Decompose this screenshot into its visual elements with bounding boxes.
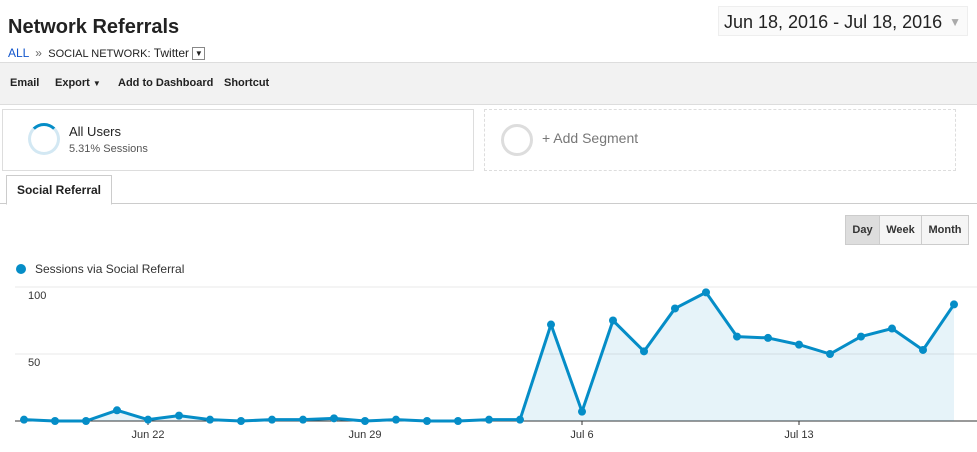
- y-tick-label: 100: [28, 290, 46, 302]
- breadcrumb: ALL » SOCIAL NETWORK: Twitter ▼: [8, 46, 206, 61]
- point: [702, 288, 710, 297]
- toolbar-email[interactable]: Email: [10, 77, 40, 89]
- point: [609, 316, 617, 325]
- legend-label: Sessions via Social Referral: [35, 262, 184, 276]
- add-segment-text: + Add Segment: [542, 130, 639, 146]
- granularity-day[interactable]: Day: [845, 215, 880, 245]
- point: [206, 415, 214, 424]
- toolbar-export-text: Export: [55, 77, 90, 89]
- point: [888, 324, 896, 333]
- point: [299, 415, 307, 424]
- crumb-value: Twitter: [153, 46, 190, 60]
- point: [454, 417, 462, 425]
- toolbar-export[interactable]: Export ▼: [55, 77, 101, 89]
- tab-rule: [0, 203, 977, 204]
- x-tick-label: Jul 13: [784, 429, 813, 441]
- point: [144, 415, 152, 424]
- point: [423, 417, 431, 425]
- point: [485, 415, 493, 424]
- point: [764, 333, 772, 342]
- crumb-dropdown[interactable]: ▼: [192, 47, 206, 61]
- page-title: Network Referrals: [8, 16, 180, 38]
- granularity-week[interactable]: Week: [879, 215, 922, 245]
- point: [82, 417, 90, 425]
- segment-detail: 5.31% Sessions: [69, 143, 148, 155]
- point: [950, 300, 958, 309]
- point: [547, 320, 555, 329]
- tab[interactable]: Social Referral: [6, 175, 112, 205]
- point: [175, 411, 183, 420]
- point: [113, 406, 121, 415]
- add-segment[interactable]: + Add Segment: [484, 109, 956, 171]
- point: [268, 415, 276, 424]
- point: [237, 417, 245, 425]
- area: [24, 292, 954, 421]
- point: [826, 350, 834, 358]
- crumb-root[interactable]: ALL: [8, 46, 29, 60]
- crumb-sep: »: [35, 46, 42, 60]
- add-segment-icon: [501, 124, 533, 156]
- date-range[interactable]: Jun 18, 2016 - Jul 18, 2016 ▼: [718, 6, 968, 36]
- legend-marker: [16, 264, 26, 274]
- x-tick-label: Jul 6: [570, 429, 593, 441]
- point: [392, 415, 400, 424]
- granularity-month[interactable]: Month: [921, 215, 969, 245]
- toolbar: Email Export ▼ Add to Dashboard Shortcut: [0, 62, 977, 105]
- segment-name: All Users: [69, 124, 122, 139]
- point: [51, 417, 59, 425]
- point: [361, 417, 369, 425]
- point: [516, 415, 524, 424]
- point: [640, 347, 648, 356]
- x-tick-label: Jun 22: [131, 429, 164, 441]
- point: [578, 407, 586, 416]
- x-tick-label: Jun 29: [348, 429, 381, 441]
- point: [330, 414, 338, 423]
- segment-card[interactable]: All Users 5.31% Sessions: [2, 109, 474, 171]
- y-tick-label: 50: [28, 357, 40, 369]
- toolbar-shortcut[interactable]: Shortcut: [224, 77, 270, 89]
- point: [20, 415, 28, 424]
- segment-icon: [28, 123, 60, 155]
- date-range-text: Jun 18, 2016 - Jul 18, 2016: [724, 12, 943, 32]
- point: [919, 345, 927, 354]
- point: [671, 304, 679, 313]
- crumb-label: SOCIAL NETWORK:: [48, 48, 151, 60]
- point: [733, 332, 741, 341]
- point: [795, 340, 803, 349]
- toolbar-dashboard[interactable]: Add to Dashboard: [118, 77, 214, 89]
- point: [857, 332, 865, 341]
